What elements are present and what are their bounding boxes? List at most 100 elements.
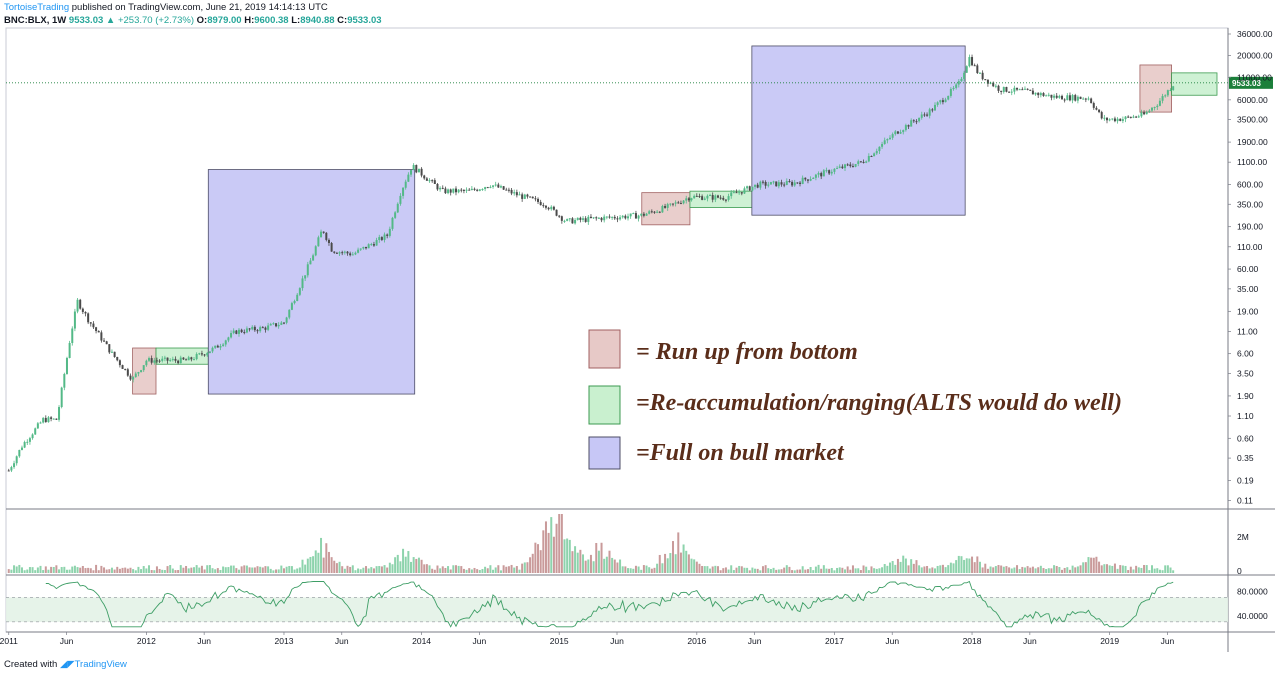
volume-bar: [476, 569, 479, 573]
candle-body: [865, 161, 868, 163]
volume-bar: [277, 569, 280, 573]
publish-line: TortoiseTrading published on TradingView…: [4, 2, 328, 14]
candle-body: [1166, 90, 1169, 96]
volume-bar: [1042, 568, 1045, 573]
candle-body: [910, 120, 913, 127]
volume-bar: [769, 569, 772, 573]
candle-body: [208, 351, 211, 354]
volume-bar: [783, 567, 786, 573]
volume-bar: [206, 565, 209, 573]
volume-bar: [26, 569, 29, 573]
ohlc-line: BNC:BLX, 1W 9533.03 ▲ +253.70 (+2.73%) O…: [4, 15, 382, 27]
volume-bar: [1087, 557, 1090, 573]
candle-body: [918, 117, 921, 122]
author-link[interactable]: TortoiseTrading: [4, 2, 70, 13]
volume-bar: [515, 566, 518, 573]
candle-body: [611, 216, 614, 218]
candle-body: [105, 341, 108, 345]
candle-body: [462, 189, 465, 191]
volume-bar: [574, 546, 577, 573]
candle-body: [632, 213, 635, 215]
volume-bar: [396, 554, 399, 573]
volume-bar: [1031, 566, 1034, 573]
volume-bar: [52, 567, 55, 573]
candle-body: [97, 331, 100, 333]
candle-body: [341, 252, 344, 254]
volume-bar: [1058, 566, 1061, 573]
volume-bar: [981, 567, 984, 573]
volume-bar: [1029, 567, 1032, 573]
volume-bar: [166, 566, 169, 573]
volume-bar: [150, 570, 153, 573]
candle-body: [388, 228, 391, 236]
volume-bar: [1106, 564, 1109, 573]
candle-body: [664, 205, 667, 208]
candle-body: [1061, 95, 1064, 100]
candle-body: [1161, 96, 1164, 101]
volume-bar: [793, 570, 796, 573]
volume-bar: [391, 564, 394, 573]
candle-body: [301, 278, 304, 289]
candle-body: [740, 192, 743, 194]
candle-body: [203, 354, 206, 356]
volume-bar: [904, 558, 907, 573]
candle-body: [1000, 90, 1003, 92]
price-tick-label: 1100.00: [1237, 157, 1267, 167]
candle-body: [473, 188, 476, 190]
price-tick-label: 3500.00: [1237, 115, 1268, 125]
volume-bar: [497, 565, 500, 573]
volume-bar: [1148, 570, 1151, 573]
candle-body: [290, 303, 293, 310]
volume-bar: [103, 567, 106, 573]
volume-bar: [941, 564, 944, 573]
candle-body: [857, 161, 860, 164]
candle-body: [563, 220, 566, 222]
candle-body: [806, 179, 809, 181]
volume-bar: [544, 521, 547, 573]
candle-body: [661, 205, 664, 213]
candle-body: [738, 192, 741, 194]
volume-bar: [484, 566, 487, 573]
volume-bar: [865, 566, 868, 573]
candle-body: [447, 189, 450, 194]
price-tick-label: 1.90: [1237, 391, 1254, 401]
time-tick-label: Jun: [885, 636, 899, 646]
candle-body: [939, 100, 942, 103]
volume-bar: [309, 556, 312, 573]
candle-body: [1029, 89, 1032, 91]
candle-body: [894, 131, 897, 135]
volume-bar: [420, 559, 423, 573]
volume-bar: [936, 565, 939, 573]
volume-bar: [457, 565, 460, 573]
candle-body: [1084, 98, 1087, 100]
volume-bar: [634, 565, 637, 573]
tradingview-logo-icon[interactable]: ◢◤: [59, 659, 75, 670]
candle-body: [10, 467, 13, 471]
volume-bar: [809, 567, 812, 573]
volume-bar: [799, 569, 802, 573]
candle-body: [68, 342, 71, 358]
volume-bar: [264, 566, 267, 573]
candle-body: [621, 215, 624, 218]
volume-bar: [489, 565, 492, 573]
candle-body: [566, 219, 569, 221]
volume-bar: [711, 566, 714, 573]
volume-bar: [1164, 565, 1167, 573]
volume-bar: [301, 559, 304, 573]
candle-body: [124, 368, 127, 370]
volume-bar: [997, 564, 1000, 573]
volume-bar: [886, 565, 889, 573]
volume-bar: [878, 568, 881, 573]
volume-bar: [216, 568, 219, 573]
candle-body: [1042, 93, 1045, 96]
volume-bar: [976, 556, 979, 573]
candle-body: [838, 166, 841, 168]
volume-bar: [910, 559, 913, 573]
footer-brand[interactable]: TradingView: [74, 659, 127, 670]
volume-bar: [454, 565, 457, 573]
candle-body: [648, 211, 651, 214]
volume-bar: [444, 567, 447, 573]
candle-body: [624, 215, 627, 219]
volume-bar: [600, 542, 603, 573]
